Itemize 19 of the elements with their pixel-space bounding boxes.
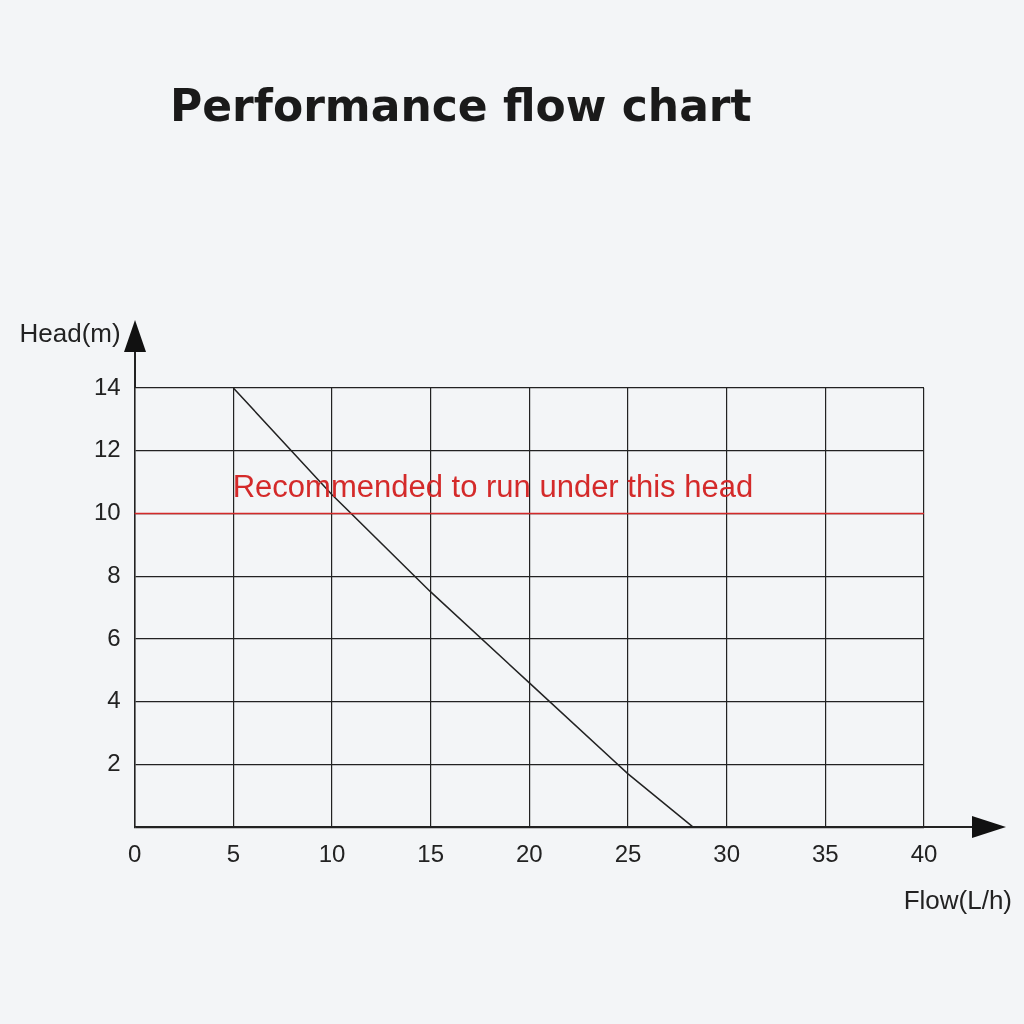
x-axis-title: Flow(L/h): [903, 885, 1012, 916]
x-tick-label: 10: [318, 840, 346, 868]
x-tick-label: 35: [811, 840, 839, 868]
y-tick-label: 4: [107, 686, 121, 714]
y-tick-label: 6: [107, 623, 121, 651]
x-tick-label: 15: [417, 840, 445, 868]
y-tick-label: 10: [93, 498, 121, 526]
x-tick-label: 30: [713, 840, 741, 868]
x-tick-label: 40: [910, 840, 938, 868]
x-tick-label: 0: [128, 840, 142, 868]
y-tick-label: 12: [93, 435, 121, 463]
y-tick-label: 2: [107, 749, 121, 777]
x-tick-label: 20: [516, 840, 543, 868]
y-axis-title: Head(m): [19, 318, 121, 349]
x-tick-label: 25: [614, 840, 642, 868]
y-tick-label: 8: [107, 560, 121, 588]
chart-title: Performance flow chart: [170, 80, 752, 131]
x-tick-label: 5: [226, 840, 241, 868]
y-tick-label: 14: [93, 372, 121, 400]
